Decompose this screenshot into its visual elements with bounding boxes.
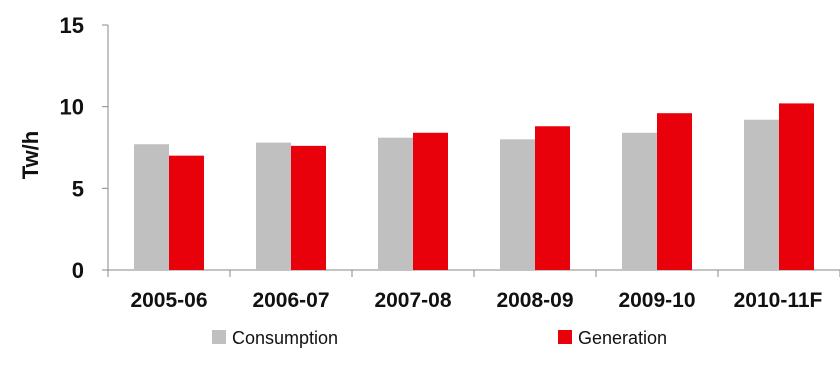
bar-generation-2009-10 (657, 113, 692, 270)
y-tick-label: 5 (72, 176, 84, 201)
legend-swatch-generation (558, 330, 572, 344)
category-label: 2009-10 (618, 289, 695, 312)
y-tick-label: 15 (60, 13, 84, 38)
bar-consumption-2008-09 (500, 139, 535, 270)
legend-swatch-consumption (212, 330, 226, 344)
bars (134, 103, 814, 271)
bar-generation-2010-11F (779, 103, 814, 271)
bar-generation-2006-07 (291, 145, 326, 270)
bar-consumption-2009-10 (622, 132, 657, 270)
bar-generation-2007-08 (413, 132, 448, 270)
category-label: 2005-06 (130, 289, 207, 312)
y-axis-title: Tw/h (18, 131, 43, 179)
category-label: 2010-11F (734, 289, 823, 312)
x-ticks (107, 270, 840, 277)
category-label: 2007-08 (374, 289, 451, 312)
category-label: 2006-07 (252, 289, 329, 312)
bar-consumption-2007-08 (378, 137, 413, 270)
legend-label-consumption: Consumption (232, 328, 338, 348)
category-labels: 2005-06 2006-07 2007-08 2008-09 2009-10 2010-… (130, 289, 822, 312)
legend-label-generation: Generation (578, 328, 667, 348)
bar-consumption-2006-07 (256, 142, 291, 270)
bar-consumption-2010-11F (744, 119, 779, 270)
y-tick-label: 0 (72, 258, 84, 283)
bar-generation-2005-06 (169, 155, 204, 270)
legend: Consumption Generation (212, 328, 667, 348)
category-label: 2008-09 (496, 289, 573, 312)
bar-generation-2008-09 (535, 126, 570, 271)
y-tick-label: 10 (60, 95, 84, 120)
bar-consumption-2005-06 (134, 144, 169, 270)
y-ticks: 0 5 10 15 (60, 13, 108, 283)
